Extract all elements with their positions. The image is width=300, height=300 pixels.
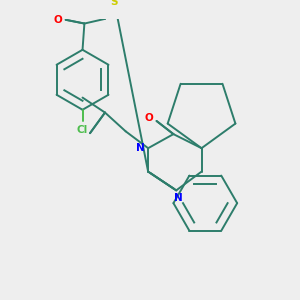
Text: N: N: [136, 143, 145, 153]
Text: O: O: [54, 15, 62, 25]
Text: Cl: Cl: [77, 125, 88, 135]
Text: O: O: [145, 113, 153, 123]
Text: N: N: [174, 193, 182, 203]
Text: S: S: [111, 0, 118, 7]
